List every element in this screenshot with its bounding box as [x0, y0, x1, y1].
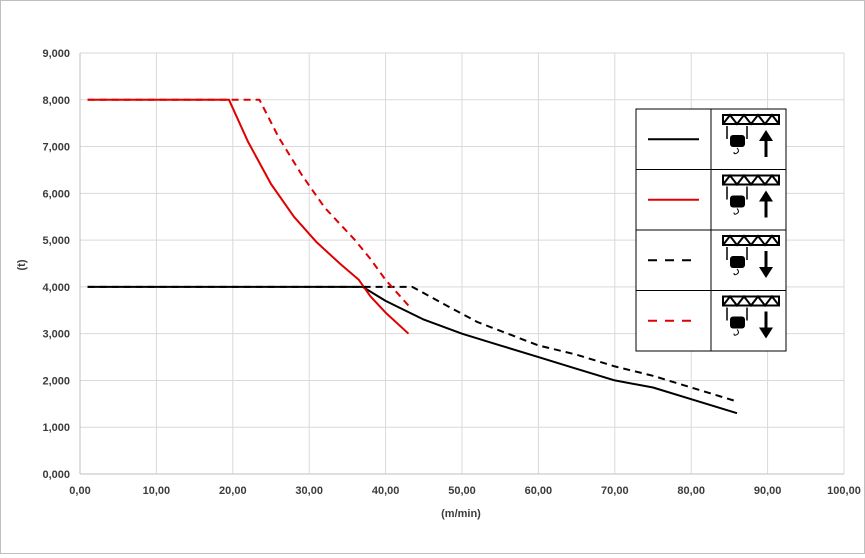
hoist-up-icon: [722, 173, 780, 218]
series-line-2: [87, 98, 410, 335]
series-line-4: [87, 98, 410, 307]
y-tick-label: 9,000: [42, 48, 70, 60]
y-axis-label: (t): [16, 259, 28, 270]
y-tick-label: 4,000: [42, 282, 70, 294]
x-tick-label: 90,00: [754, 485, 782, 497]
y-tick-label: 3,000: [42, 329, 70, 341]
x-tick-label: 100,00: [827, 485, 861, 497]
y-tick-label: 8,000: [42, 95, 70, 107]
y-tick-labels: 0,000 1,000 2,000 3,000 4,000 5,000 6,000 7,000…: [42, 48, 70, 481]
x-tick-label: 20,00: [219, 485, 247, 497]
series-line-3: [87, 285, 738, 403]
x-tick-label: 50,00: [448, 485, 476, 497]
x-tick-label: 30,00: [295, 485, 323, 497]
y-tick-label: 1,000: [42, 422, 70, 434]
x-axis-label: (m/min): [441, 508, 481, 520]
hoist-up-icon: [722, 113, 780, 157]
y-tick-label: 0,000: [42, 469, 70, 481]
series-line-1: [87, 285, 738, 415]
x-tick-label: 60,00: [525, 485, 553, 497]
y-tick-label: 6,000: [42, 188, 70, 200]
x-tick-label: 80,00: [677, 485, 705, 497]
hoist-down-icon: [722, 234, 780, 278]
x-tick-labels: 0,00 10,00 20,00 30,00 40,00 50,00 60,00 70,00 8…: [69, 485, 861, 497]
y-tick-label: 5,000: [42, 235, 70, 247]
series-lines: [87, 98, 738, 415]
axes: [79, 53, 844, 475]
legend: [635, 108, 787, 352]
x-tick-label: 40,00: [372, 485, 400, 497]
hoist-down-icon: [722, 294, 780, 339]
x-tick-label: 10,00: [143, 485, 171, 497]
x-tick-label: 0,00: [69, 485, 90, 497]
y-tick-label: 2,000: [42, 375, 70, 387]
x-tick-label: 70,00: [601, 485, 629, 497]
y-tick-label: 7,000: [42, 142, 70, 154]
